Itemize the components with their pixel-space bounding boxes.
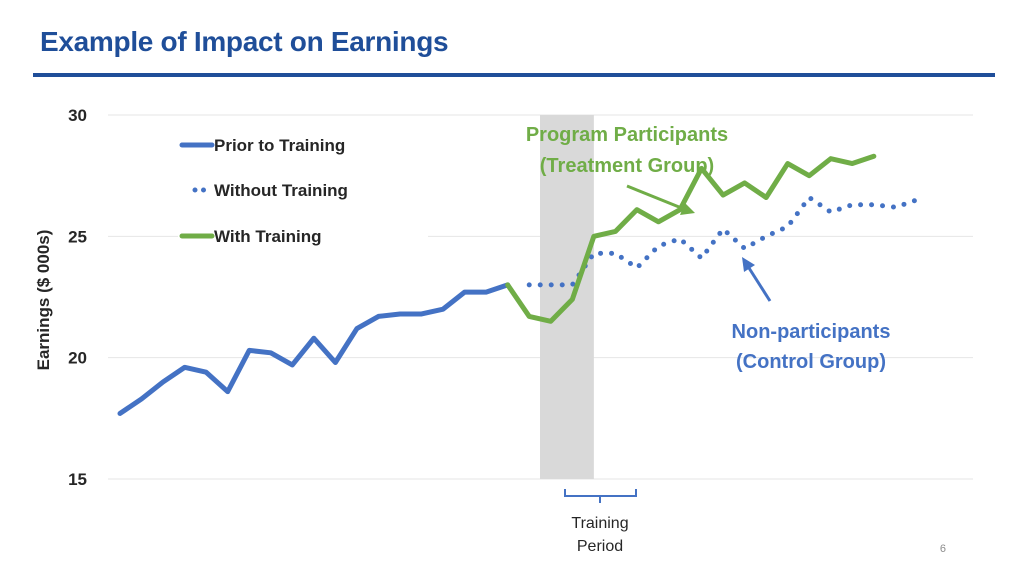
series-lines [117,153,920,416]
legend-item-with: With Training [179,227,322,246]
legend-background [178,135,428,253]
control-label-line2: (Control Group) [736,351,886,373]
legend-item-prior: Prior to Training [179,136,345,155]
treatment-arrowhead [680,203,695,215]
treatment-arrow [626,184,685,211]
control-arrow [747,267,772,302]
y-tick-label-25: 25 [68,227,87,246]
training-label-line2: Period [577,538,623,555]
control-arrowhead [742,257,755,272]
y-tick-label-20: 20 [68,349,87,368]
title-underline [33,73,995,77]
training-label-line1: Training [571,515,628,532]
legend-item-without: Without Training [192,181,348,200]
training-bracket [564,489,637,503]
slide-title: Example of Impact on Earnings [40,26,449,57]
training-period-marker: Training Period [564,489,637,555]
treatment-callout: Program Participants (Treatment Group) [526,124,728,215]
y-axis-ticks: 15 20 25 30 [68,106,87,489]
y-tick-label-30: 30 [68,106,87,125]
control-callout: Non-participants (Control Group) [732,257,891,373]
treatment-label-line2: (Treatment Group) [540,155,714,177]
treatment-label-line1: Program Participants [526,124,728,146]
y-tick-label-15: 15 [68,470,87,489]
training-period-band [540,115,594,479]
legend-label-without: Without Training [214,181,348,200]
page-number: 6 [939,543,946,555]
legend: Prior to Training Without Training With … [178,135,428,253]
legend-label-with: With Training [214,227,322,246]
control-label-line1: Non-participants [732,321,891,343]
legend-label-prior: Prior to Training [214,136,345,155]
series-prior-to-training [117,282,511,416]
series-with-training [505,153,877,324]
y-axis-title: Earnings ($ 000s) [34,230,53,371]
